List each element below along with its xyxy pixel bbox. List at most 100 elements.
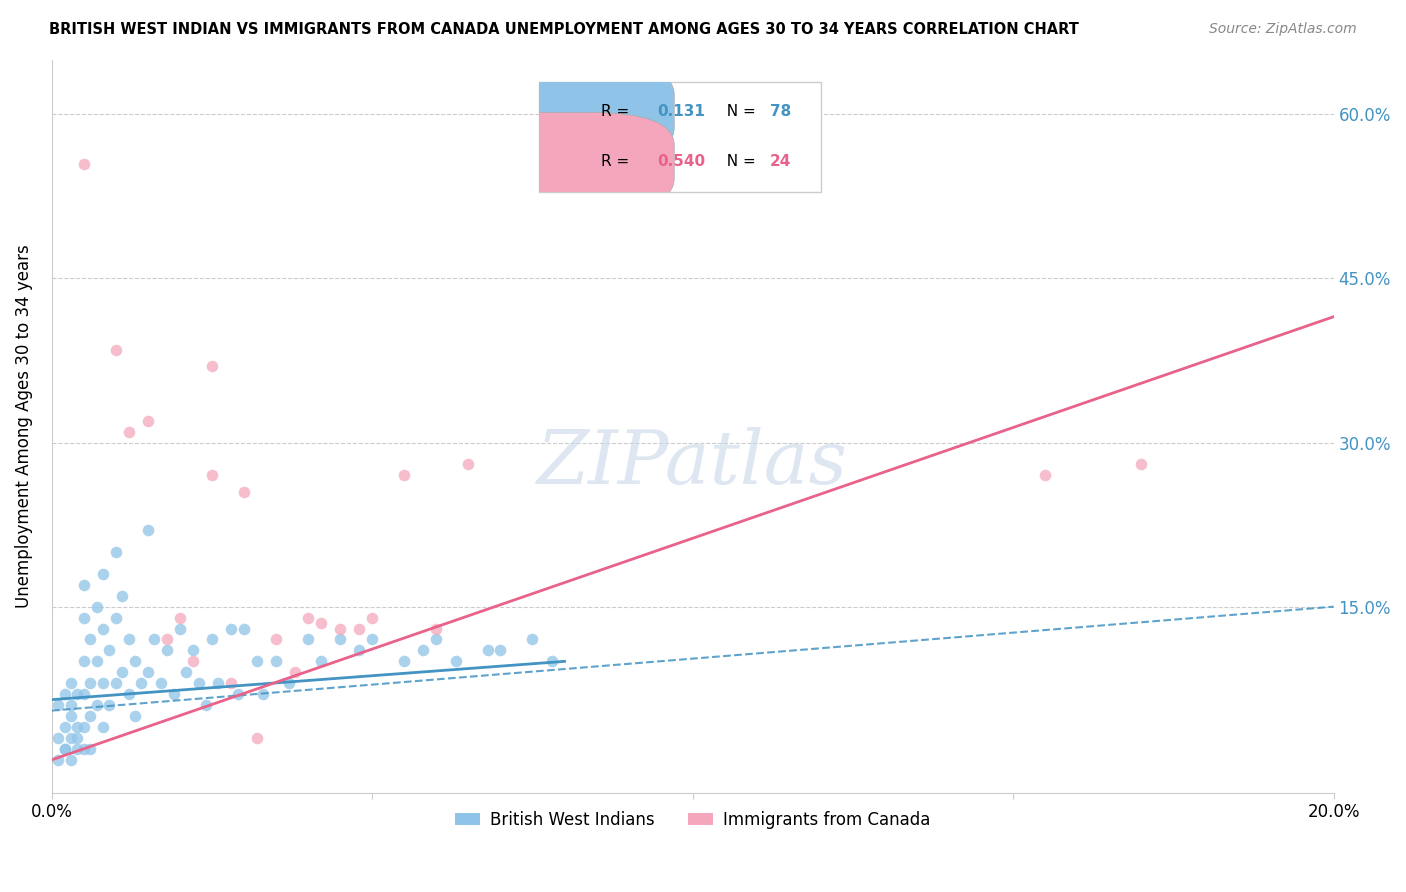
Point — [156, 643, 179, 657]
Point — [136, 523, 159, 537]
Point — [73, 156, 96, 170]
Point — [143, 632, 166, 647]
Point — [136, 414, 159, 428]
Point — [66, 731, 89, 745]
Point — [118, 632, 141, 647]
Point — [329, 622, 352, 636]
Text: Source: ZipAtlas.com: Source: ZipAtlas.com — [1209, 22, 1357, 37]
Point — [86, 599, 108, 614]
Legend: British West Indians, Immigrants from Canada: British West Indians, Immigrants from Ca… — [449, 805, 936, 836]
Point — [91, 720, 114, 734]
Point — [309, 616, 332, 631]
Point — [46, 698, 69, 712]
Point — [169, 622, 191, 636]
Point — [104, 343, 127, 357]
Point — [1033, 468, 1056, 483]
Point — [309, 654, 332, 668]
Point — [349, 643, 371, 657]
Point — [53, 742, 76, 756]
Y-axis label: Unemployment Among Ages 30 to 34 years: Unemployment Among Ages 30 to 34 years — [15, 244, 32, 608]
Point — [104, 676, 127, 690]
Point — [66, 687, 89, 701]
Point — [86, 654, 108, 668]
Point — [73, 720, 96, 734]
Point — [188, 676, 211, 690]
Point — [361, 632, 384, 647]
Point — [349, 622, 371, 636]
Point — [59, 731, 82, 745]
Point — [201, 359, 224, 373]
Point — [162, 687, 184, 701]
Point — [394, 654, 416, 668]
Point — [194, 698, 217, 712]
Point — [73, 578, 96, 592]
Point — [233, 484, 256, 499]
Point — [53, 742, 76, 756]
Text: ZIPatlas: ZIPatlas — [537, 426, 848, 499]
Point — [73, 654, 96, 668]
Point — [329, 632, 352, 647]
Point — [73, 687, 96, 701]
Point — [412, 643, 434, 657]
Point — [252, 687, 274, 701]
Point — [53, 720, 76, 734]
Point — [361, 610, 384, 624]
Point — [59, 753, 82, 767]
Point — [91, 566, 114, 581]
Point — [207, 676, 229, 690]
Point — [181, 643, 204, 657]
Point — [86, 698, 108, 712]
Point — [79, 676, 101, 690]
Point — [284, 665, 307, 680]
Point — [264, 632, 287, 647]
Point — [79, 742, 101, 756]
Point — [297, 610, 319, 624]
Point — [149, 676, 172, 690]
Point — [118, 687, 141, 701]
Point — [181, 654, 204, 668]
Point — [176, 665, 198, 680]
Point — [66, 720, 89, 734]
Point — [79, 632, 101, 647]
Point — [66, 742, 89, 756]
Point — [489, 643, 512, 657]
Point — [277, 676, 299, 690]
Point — [156, 632, 179, 647]
Point — [219, 622, 242, 636]
Point — [201, 632, 224, 647]
Point — [79, 709, 101, 723]
Point — [457, 458, 479, 472]
Point — [246, 654, 269, 668]
Point — [46, 753, 69, 767]
Point — [444, 654, 467, 668]
Point — [111, 665, 134, 680]
Point — [124, 709, 146, 723]
Point — [124, 654, 146, 668]
Point — [226, 687, 249, 701]
Point — [59, 698, 82, 712]
Text: BRITISH WEST INDIAN VS IMMIGRANTS FROM CANADA UNEMPLOYMENT AMONG AGES 30 TO 34 Y: BRITISH WEST INDIAN VS IMMIGRANTS FROM C… — [49, 22, 1078, 37]
Point — [201, 468, 224, 483]
Point — [540, 654, 562, 668]
Point — [46, 731, 69, 745]
Point — [425, 632, 447, 647]
Point — [219, 676, 242, 690]
Point — [104, 610, 127, 624]
Point — [118, 425, 141, 439]
Point — [394, 468, 416, 483]
Point — [477, 643, 499, 657]
Point — [73, 742, 96, 756]
Point — [53, 687, 76, 701]
Point — [136, 665, 159, 680]
Point — [104, 545, 127, 559]
Point — [98, 698, 121, 712]
Point — [169, 610, 191, 624]
Point — [73, 610, 96, 624]
Point — [425, 622, 447, 636]
Point — [111, 589, 134, 603]
Point — [98, 643, 121, 657]
Point — [131, 676, 153, 690]
Point — [264, 654, 287, 668]
Point — [297, 632, 319, 647]
Point — [522, 632, 544, 647]
